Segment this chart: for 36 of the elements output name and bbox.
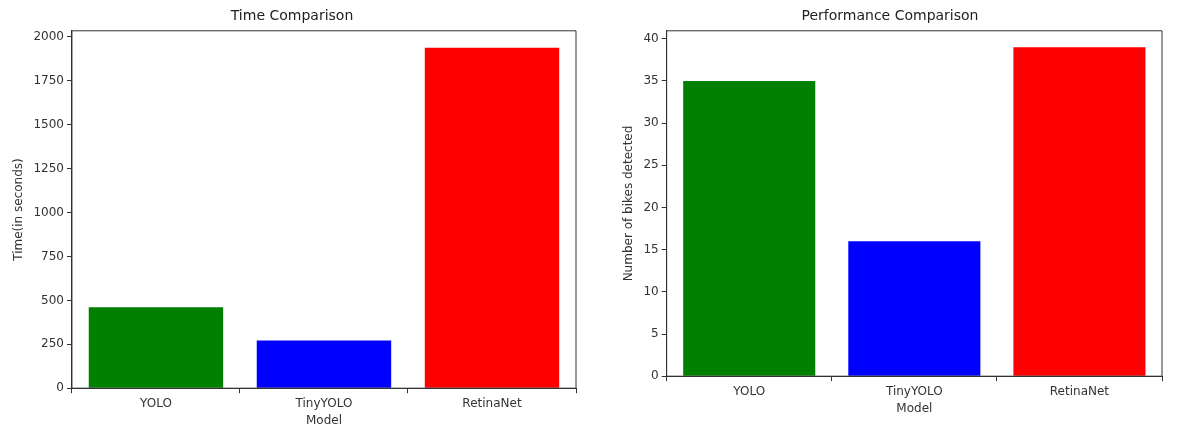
y-axis-title: Time(in seconds): [11, 158, 26, 262]
y-tick-label: 1000: [33, 204, 64, 219]
y-tick-label: 20: [643, 199, 659, 214]
y-tick-label: 40: [643, 30, 659, 45]
x-axis-title: Model: [896, 400, 933, 415]
y-tick-label: 1250: [33, 160, 64, 175]
y-tick-label: 35: [643, 73, 659, 88]
y-tick-label: 1750: [33, 72, 64, 87]
bar: [424, 47, 560, 388]
y-tick-label: 25: [643, 157, 659, 172]
x-tick-label: TinyYOLO: [884, 383, 943, 398]
y-tick-label: 250: [41, 336, 64, 351]
x-tick-label: RetinaNet: [462, 395, 522, 410]
y-axis-title: Number of bikes detected: [621, 125, 636, 282]
y-tick-label: 15: [643, 241, 659, 256]
bar: [683, 80, 816, 376]
bar: [1013, 47, 1146, 376]
chart-title: Performance Comparison: [801, 7, 979, 24]
y-tick-label: 2000: [33, 29, 64, 44]
x-tick-label: RetinaNet: [1049, 383, 1110, 398]
y-tick-label: 750: [41, 248, 64, 263]
x-tick-label: YOLO: [732, 383, 766, 398]
bar: [88, 307, 224, 388]
x-tick-label: TinyYOLO: [294, 395, 353, 410]
bar: [256, 340, 392, 388]
x-tick-label: YOLO: [139, 395, 172, 410]
y-tick-label: 500: [41, 292, 64, 307]
y-tick-label: 10: [643, 283, 659, 298]
y-tick-label: 0: [651, 368, 659, 383]
y-tick-label: 5: [651, 326, 659, 341]
y-tick-label: 0: [56, 380, 64, 395]
y-tick-label: 1500: [33, 116, 64, 131]
bar: [848, 241, 981, 376]
y-tick-label: 30: [643, 115, 659, 130]
chart-title: Time Comparison: [229, 7, 354, 24]
x-axis-title: Model: [305, 412, 342, 427]
